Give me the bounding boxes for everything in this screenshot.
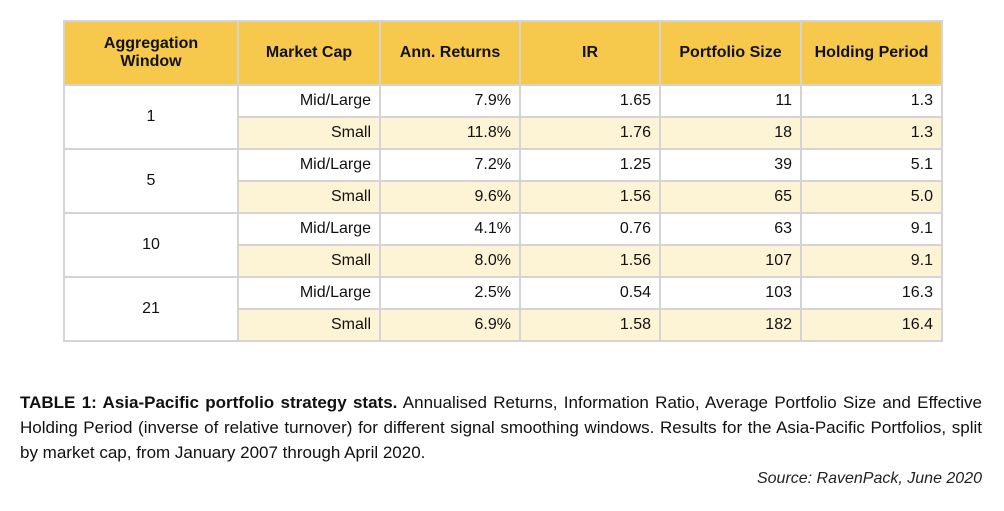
- market-cap-cell: Small: [237, 244, 381, 278]
- holding-period-cell: 5.1: [800, 148, 943, 182]
- holding-period-cell: 1.3: [800, 116, 943, 150]
- portfolio-size-cell: 39: [659, 148, 802, 182]
- header-portfolio-size: Portfolio Size: [659, 20, 802, 86]
- header-ann-returns: Ann. Returns: [379, 20, 521, 86]
- header-aggregation-line1: Aggregation: [103, 35, 199, 52]
- table-row: 21 Mid/Large 2.5% 0.54 103 16.3: [63, 276, 943, 342]
- stats-table-container: Aggregation Window Market Cap Ann. Retur…: [63, 20, 943, 342]
- market-cap-cell: Mid/Large: [237, 84, 381, 118]
- ann-returns-cell: 9.6%: [379, 180, 521, 214]
- market-cap-cell: Mid/Large: [237, 148, 381, 182]
- caption-body: Annualised Returns, Information Ratio, A…: [20, 393, 982, 462]
- header-holding-period: Holding Period: [800, 20, 943, 86]
- header-aggregation-line2: Window: [120, 53, 182, 70]
- holding-period-cell: 16.4: [800, 308, 943, 342]
- ann-returns-cell: 7.9%: [379, 84, 521, 118]
- ann-returns-cell: 6.9%: [379, 308, 521, 342]
- caption-title: TABLE 1: Asia-Pacific portfolio strategy…: [20, 393, 398, 412]
- source-note: Source: RavenPack, June 2020: [756, 470, 982, 487]
- portfolio-size-cell: 65: [659, 180, 802, 214]
- market-cap-cell: Mid/Large: [237, 276, 381, 310]
- portfolio-size-cell: 182: [659, 308, 802, 342]
- table-row: Small 9.6% 1.56 65 5.0: [64, 180, 943, 214]
- table-row: 5 Mid/Large 7.2% 1.25 39 5.1: [63, 148, 943, 214]
- header-market-cap: Market Cap: [237, 20, 381, 86]
- table-row: Small 6.9% 1.58 182 16.4: [64, 308, 943, 342]
- table-caption: TABLE 1: Asia-Pacific portfolio strategy…: [20, 390, 982, 465]
- table-row: 1 Mid/Large 7.9% 1.65 11 1.3: [63, 84, 943, 150]
- ir-cell: 0.54: [519, 276, 661, 310]
- window-cell: 21: [63, 276, 239, 342]
- header-aggregation-window: Aggregation Window: [63, 20, 239, 86]
- holding-period-cell: 9.1: [800, 212, 943, 246]
- ir-cell: 1.58: [519, 308, 661, 342]
- ann-returns-cell: 2.5%: [379, 276, 521, 310]
- portfolio-size-cell: 103: [659, 276, 802, 310]
- table-row: Small 8.0% 1.56 107 9.1: [64, 244, 943, 278]
- ann-returns-cell: 11.8%: [379, 116, 521, 150]
- table-header-row: Aggregation Window Market Cap Ann. Retur…: [63, 20, 943, 86]
- ir-cell: 1.76: [519, 116, 661, 150]
- ir-cell: 1.65: [519, 84, 661, 118]
- ir-cell: 1.56: [519, 180, 661, 214]
- window-cell: 10: [63, 212, 239, 278]
- table-row: Small 11.8% 1.76 18 1.3: [64, 116, 943, 150]
- market-cap-cell: Mid/Large: [237, 212, 381, 246]
- portfolio-size-cell: 18: [659, 116, 802, 150]
- portfolio-size-cell: 63: [659, 212, 802, 246]
- portfolio-stats-table: Aggregation Window Market Cap Ann. Retur…: [63, 20, 943, 342]
- window-cell: 1: [63, 84, 239, 150]
- market-cap-cell: Small: [237, 116, 381, 150]
- holding-period-cell: 1.3: [800, 84, 943, 118]
- portfolio-size-cell: 107: [659, 244, 802, 278]
- ann-returns-cell: 7.2%: [379, 148, 521, 182]
- portfolio-size-cell: 11: [659, 84, 802, 118]
- market-cap-cell: Small: [237, 180, 381, 214]
- ir-cell: 0.76: [519, 212, 661, 246]
- window-cell: 5: [63, 148, 239, 214]
- ir-cell: 1.56: [519, 244, 661, 278]
- holding-period-cell: 5.0: [800, 180, 943, 214]
- table-row: 10 Mid/Large 4.1% 0.76 63 9.1: [63, 212, 943, 278]
- ann-returns-cell: 8.0%: [379, 244, 521, 278]
- header-ir: IR: [519, 20, 661, 86]
- holding-period-cell: 9.1: [800, 244, 943, 278]
- ann-returns-cell: 4.1%: [379, 212, 521, 246]
- ir-cell: 1.25: [519, 148, 661, 182]
- market-cap-cell: Small: [237, 308, 381, 342]
- holding-period-cell: 16.3: [800, 276, 943, 310]
